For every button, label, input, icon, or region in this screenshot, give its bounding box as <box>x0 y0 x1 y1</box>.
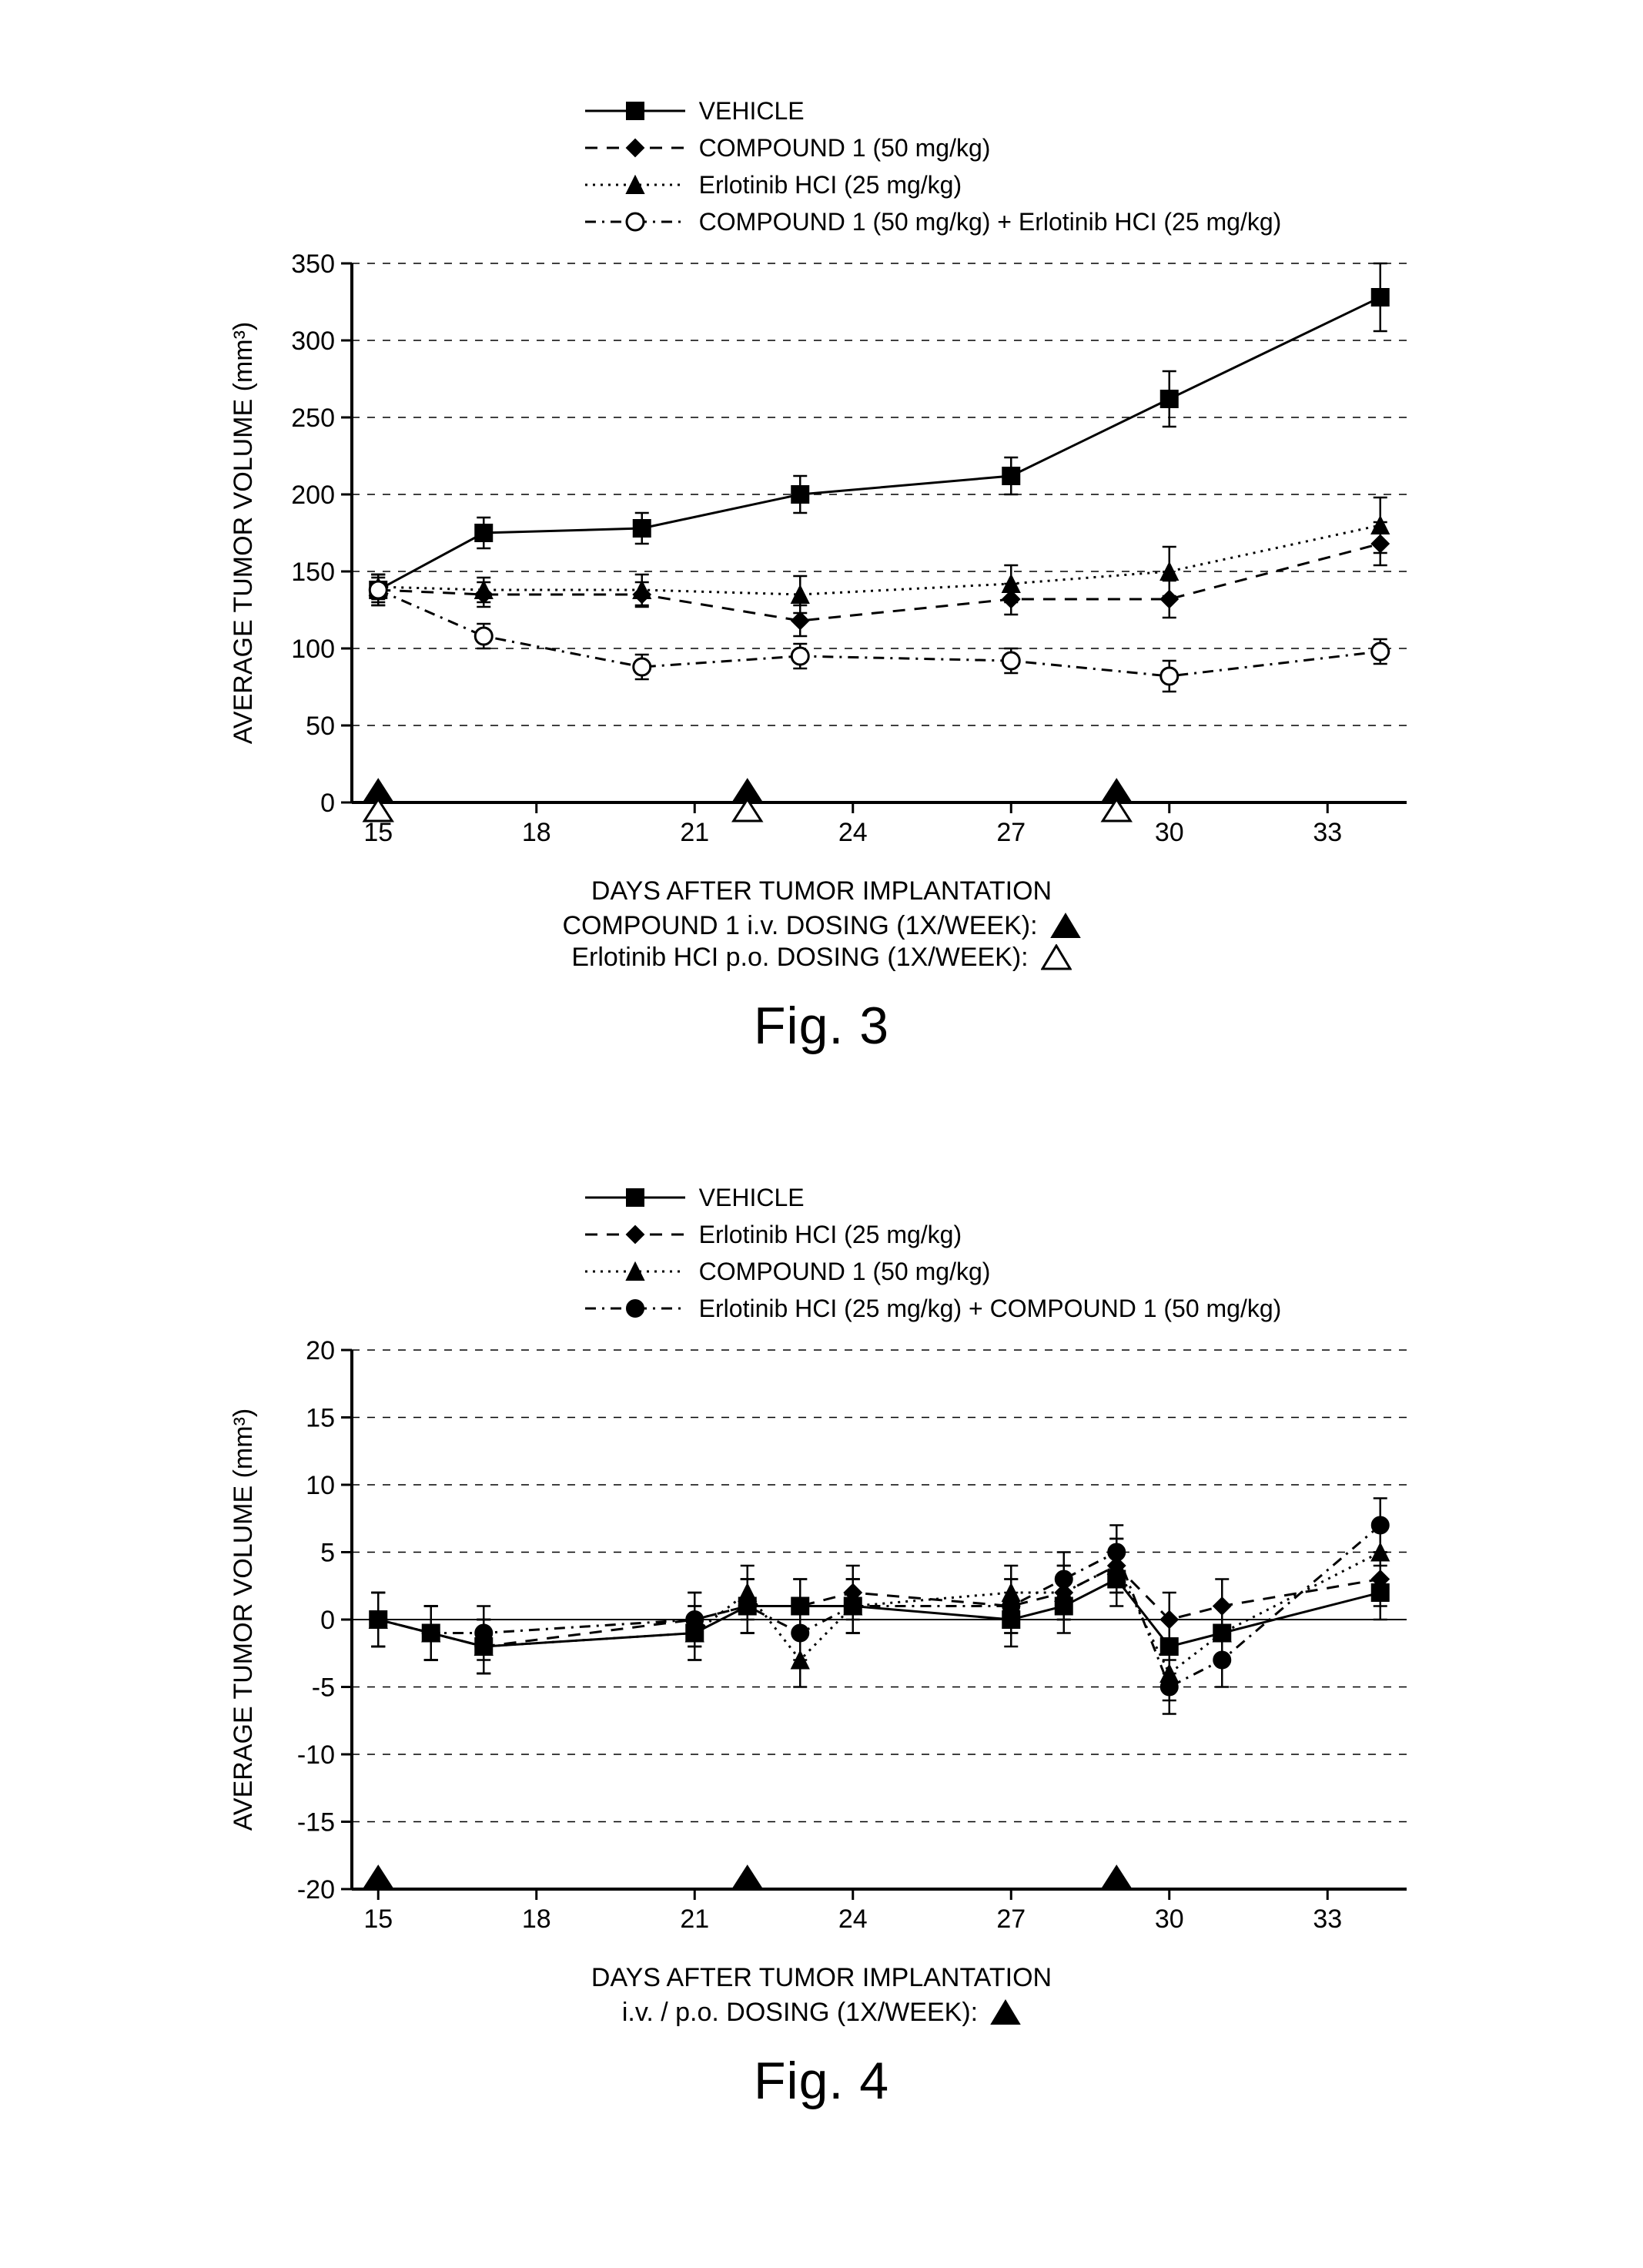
legend-swatch <box>585 169 685 200</box>
svg-text:0: 0 <box>320 1606 335 1635</box>
fig4-caption: Fig. 4 <box>754 2051 889 2111</box>
svg-text:100: 100 <box>291 635 335 664</box>
svg-text:250: 250 <box>291 404 335 433</box>
svg-text:27: 27 <box>996 1905 1026 1934</box>
svg-text:21: 21 <box>680 1905 709 1934</box>
legend-label: COMPOUND 1 (50 mg/kg) + Erlotinib HCI (2… <box>699 208 1282 236</box>
legend-swatch <box>585 1293 685 1324</box>
svg-text:33: 33 <box>1313 818 1342 847</box>
legend-item: COMPOUND 1 (50 mg/kg) <box>585 129 1282 166</box>
svg-text:18: 18 <box>522 1905 551 1934</box>
legend-item: Erlotinib HCI (25 mg/kg) <box>585 1216 1282 1253</box>
fig3-note2: Erlotinib HCI p.o. DOSING (1X/WEEK): <box>571 943 1028 973</box>
fig4-legend: VEHICLE Erlotinib HCI (25 mg/kg) COMPOUND … <box>585 1179 1282 1327</box>
fig3-legend: VEHICLE COMPOUND 1 (50 mg/kg) Erlotinib HC… <box>585 92 1282 240</box>
fig4-chart: -20 -15 -10 -5 0 5 10 15 20 15 18 21 24 27 30 33 AVERAGE… <box>206 1327 1437 1958</box>
fig3-note1: COMPOUND 1 i.v. DOSING (1X/WEEK): <box>562 911 1037 941</box>
svg-text:5: 5 <box>320 1539 335 1568</box>
svg-text:20: 20 <box>306 1336 335 1365</box>
fig3-xlabel: DAYS AFTER TUMOR IMPLANTATION <box>591 876 1052 906</box>
legend-label: COMPOUND 1 (50 mg/kg) <box>699 134 991 162</box>
fig4-note1: i.v. / p.o. DOSING (1X/WEEK): <box>622 1998 978 2028</box>
svg-text:18: 18 <box>522 818 551 847</box>
svg-text:33: 33 <box>1313 1905 1342 1934</box>
legend-item: COMPOUND 1 (50 mg/kg) <box>585 1253 1282 1290</box>
triangle-filled-icon <box>1050 913 1081 940</box>
fig3-chart: 0 50 100 150 200 250 300 350 15 18 21 24 27 30 33 AVERA… <box>206 240 1437 872</box>
legend-swatch <box>585 95 685 126</box>
figure-4-block: VEHICLE Erlotinib HCI (25 mg/kg) COMPOUND … <box>139 1179 1504 2111</box>
legend-label: VEHICLE <box>699 97 805 126</box>
triangle-filled-icon <box>990 1999 1021 2027</box>
svg-text:-10: -10 <box>297 1740 335 1770</box>
legend-item: Erlotinib HCI (25 mg/kg) <box>585 166 1282 203</box>
svg-text:24: 24 <box>838 818 868 847</box>
fig4-svg: -20 -15 -10 -5 0 5 10 15 20 15 18 21 24 27 30 33 AVERAGE… <box>206 1327 1437 1958</box>
svg-text:50: 50 <box>306 712 335 741</box>
legend-item: Erlotinib HCI (25 mg/kg) + COMPOUND 1 (5… <box>585 1290 1282 1327</box>
figure-3-block: VEHICLE COMPOUND 1 (50 mg/kg) Erlotinib HC… <box>139 92 1504 1056</box>
legend-item: COMPOUND 1 (50 mg/kg) + Erlotinib HCI (2… <box>585 203 1282 240</box>
legend-label: Erlotinib HCI (25 mg/kg) + COMPOUND 1 (5… <box>699 1295 1282 1323</box>
legend-swatch <box>585 1182 685 1213</box>
page: VEHICLE COMPOUND 1 (50 mg/kg) Erlotinib HC… <box>0 0 1643 2268</box>
svg-text:15: 15 <box>306 1404 335 1433</box>
legend-swatch <box>585 206 685 237</box>
legend-item: VEHICLE <box>585 1179 1282 1216</box>
svg-text:300: 300 <box>291 327 335 356</box>
legend-swatch <box>585 1219 685 1250</box>
spacer <box>139 1056 1504 1179</box>
svg-text:350: 350 <box>291 250 335 279</box>
legend-label: VEHICLE <box>699 1184 805 1212</box>
legend-label: Erlotinib HCI (25 mg/kg) <box>699 171 962 199</box>
fig3-note-row-1: COMPOUND 1 i.v. DOSING (1X/WEEK): <box>562 911 1080 941</box>
svg-text:-5: -5 <box>312 1673 335 1703</box>
svg-text:15: 15 <box>363 818 393 847</box>
fig4-xlabel: DAYS AFTER TUMOR IMPLANTATION <box>591 1963 1052 1993</box>
fig3-caption: Fig. 3 <box>754 996 889 1056</box>
svg-text:30: 30 <box>1155 818 1184 847</box>
svg-text:21: 21 <box>680 818 709 847</box>
legend-swatch <box>585 1256 685 1287</box>
svg-text:-20: -20 <box>297 1875 335 1905</box>
svg-text:AVERAGE TUMOR VOLUME (mm³): AVERAGE TUMOR VOLUME (mm³) <box>229 1409 258 1831</box>
fig3-note-row-2: Erlotinib HCI p.o. DOSING (1X/WEEK): <box>571 943 1071 973</box>
svg-text:10: 10 <box>306 1471 335 1500</box>
svg-text:27: 27 <box>996 818 1026 847</box>
svg-text:0: 0 <box>320 789 335 818</box>
fig4-note-row-1: i.v. / p.o. DOSING (1X/WEEK): <box>622 1998 1021 2028</box>
triangle-open-icon <box>1041 944 1072 972</box>
svg-text:-15: -15 <box>297 1808 335 1838</box>
fig3-svg: 0 50 100 150 200 250 300 350 15 18 21 24 27 30 33 AVERA… <box>206 240 1437 872</box>
svg-text:30: 30 <box>1155 1905 1184 1934</box>
svg-text:15: 15 <box>363 1905 393 1934</box>
svg-text:24: 24 <box>838 1905 868 1934</box>
svg-text:AVERAGE TUMOR VOLUME (mm³): AVERAGE TUMOR VOLUME (mm³) <box>229 322 258 744</box>
legend-label: Erlotinib HCI (25 mg/kg) <box>699 1221 962 1249</box>
svg-text:150: 150 <box>291 558 335 587</box>
legend-label: COMPOUND 1 (50 mg/kg) <box>699 1258 991 1286</box>
legend-item: VEHICLE <box>585 92 1282 129</box>
legend-swatch <box>585 132 685 163</box>
svg-text:200: 200 <box>291 481 335 510</box>
